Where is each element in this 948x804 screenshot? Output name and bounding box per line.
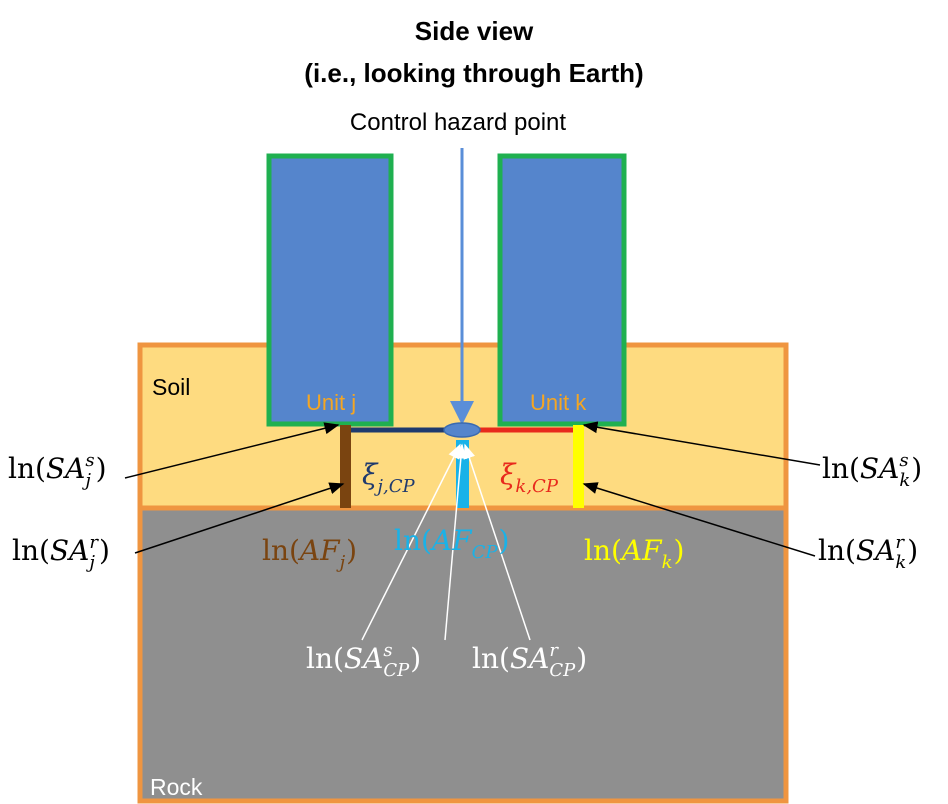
math-fn: ln( xyxy=(12,534,50,567)
math-var: SA xyxy=(856,534,895,567)
math-var: SA xyxy=(50,534,89,567)
math-fn: ln( xyxy=(8,452,46,485)
math-var: SA xyxy=(46,452,85,485)
math-sub: CP xyxy=(549,660,576,681)
math-var: AF xyxy=(429,524,473,557)
math-sub: k xyxy=(895,552,906,573)
math-fn: ln( xyxy=(306,642,344,675)
math-fn: ln( xyxy=(818,534,856,567)
math-sup: r xyxy=(549,640,559,661)
math-close: ) xyxy=(346,534,357,567)
math-sub: k xyxy=(662,552,673,573)
math-close: ) xyxy=(674,534,685,567)
math-close: ) xyxy=(498,524,509,557)
math-sup: r xyxy=(89,532,99,553)
unit-j-label: Unit j xyxy=(306,390,356,415)
math-fn: ln( xyxy=(472,642,510,675)
unit-k xyxy=(500,156,624,424)
unit-j xyxy=(269,156,391,424)
math-close: ) xyxy=(576,642,587,675)
math-sup: s xyxy=(85,450,94,471)
math-sup: s xyxy=(899,450,908,471)
bar-j xyxy=(340,425,351,508)
math-sub: k xyxy=(899,470,910,491)
math-close: ) xyxy=(410,642,421,675)
math-close: ) xyxy=(911,452,922,485)
control-label: Control hazard point xyxy=(350,109,566,136)
math-var: SA xyxy=(344,642,383,675)
math-fn: ln( xyxy=(394,524,432,557)
soil-label: Soil xyxy=(152,374,190,400)
math-var: AF xyxy=(619,534,663,567)
title-line1: Side view xyxy=(415,16,534,46)
math-close: ) xyxy=(96,452,107,485)
math-var: SA xyxy=(510,642,549,675)
rock-label: Rock xyxy=(150,774,203,800)
control-point xyxy=(444,423,480,437)
unit-k-label: Unit k xyxy=(530,390,587,415)
math-sub: j,CP xyxy=(373,476,415,497)
bar-k xyxy=(573,425,584,508)
math-sub: k,CP xyxy=(515,476,558,497)
title-line2: (i.e., looking through Earth) xyxy=(304,58,643,88)
math-fn: ln( xyxy=(584,534,622,567)
math-fn: ln( xyxy=(822,452,860,485)
math-var: AF xyxy=(297,534,341,567)
math-var: SA xyxy=(860,452,899,485)
math-close: ) xyxy=(99,534,110,567)
math-sub: CP xyxy=(472,542,499,563)
math-sup: r xyxy=(895,532,905,553)
diagram: Side view (i.e., looking through Earth) … xyxy=(0,0,948,804)
math-sup: s xyxy=(383,640,392,661)
math-fn: ln( xyxy=(262,534,300,567)
math-close: ) xyxy=(907,534,918,567)
math-sub: CP xyxy=(383,660,410,681)
